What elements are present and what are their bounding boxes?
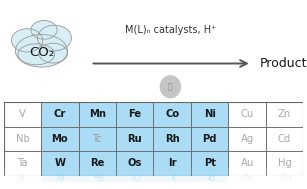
Text: Co: Co [165, 109, 179, 119]
Text: Mn: Mn [89, 109, 106, 119]
Text: V: V [19, 109, 26, 119]
Text: Fe: Fe [128, 109, 141, 119]
Bar [154, 127, 191, 151]
Text: CO₂: CO₂ [29, 46, 54, 59]
Text: Ta: Ta [17, 159, 28, 168]
Ellipse shape [39, 43, 68, 63]
Ellipse shape [11, 29, 43, 52]
Ellipse shape [15, 35, 68, 67]
Text: Re: Re [91, 170, 103, 179]
Bar [4, 127, 41, 151]
Text: ⎓: ⎓ [168, 82, 173, 91]
Bar [266, 102, 303, 127]
Bar [41, 151, 79, 176]
Text: Au: Au [240, 159, 254, 168]
Bar [154, 102, 191, 127]
Text: Zn: Zn [278, 109, 291, 119]
Bar [191, 127, 228, 151]
Text: Cr: Cr [54, 109, 66, 119]
Text: Ta: Ta [18, 170, 27, 179]
Text: Ag: Ag [240, 134, 254, 144]
Text: Ru: Ru [127, 134, 142, 144]
Bar [266, 168, 303, 182]
Bar [191, 168, 228, 182]
Text: Os: Os [129, 170, 141, 179]
Ellipse shape [31, 21, 57, 39]
Bar [4, 168, 41, 182]
Bar [4, 102, 41, 127]
Text: Rh: Rh [165, 134, 180, 144]
Bar [41, 127, 79, 151]
Text: Re: Re [90, 159, 104, 168]
Text: Products: Products [259, 57, 307, 70]
Bar [116, 168, 154, 182]
Bar [79, 102, 116, 127]
Bar [154, 168, 191, 182]
Bar [191, 102, 228, 127]
Bar [228, 151, 266, 176]
Bar [79, 151, 116, 176]
Text: Nb: Nb [16, 134, 29, 144]
Bar [79, 168, 116, 182]
Bar [4, 151, 41, 176]
Text: Cu: Cu [240, 109, 254, 119]
Ellipse shape [37, 25, 72, 51]
Text: Ir: Ir [168, 159, 177, 168]
Text: Au: Au [241, 170, 253, 179]
Text: Pt: Pt [204, 159, 216, 168]
Text: Tc: Tc [92, 134, 102, 144]
Bar [79, 127, 116, 151]
Text: Pd: Pd [202, 134, 217, 144]
Bar [116, 127, 154, 151]
Bar [266, 127, 303, 151]
Bar [116, 102, 154, 127]
Text: Ir: Ir [169, 170, 175, 179]
Ellipse shape [18, 44, 55, 65]
Text: Os: Os [128, 159, 142, 168]
Bar [266, 151, 303, 176]
Bar [41, 168, 79, 182]
Text: M(L)ₙ catalysts, H⁺: M(L)ₙ catalysts, H⁺ [125, 25, 216, 35]
Text: Pt: Pt [205, 170, 214, 179]
Bar [191, 151, 228, 176]
Text: Mo: Mo [52, 134, 68, 144]
Bar [228, 127, 266, 151]
Bar [154, 151, 191, 176]
Bar [116, 151, 154, 176]
Text: Hg: Hg [278, 170, 291, 179]
Text: Ni: Ni [204, 109, 216, 119]
Bar [41, 102, 79, 127]
Text: W: W [54, 159, 65, 168]
Text: W: W [56, 170, 64, 179]
Text: Hg: Hg [278, 159, 292, 168]
Bar [228, 102, 266, 127]
Bar [228, 168, 266, 182]
Text: Cd: Cd [278, 134, 291, 144]
Ellipse shape [160, 75, 181, 98]
